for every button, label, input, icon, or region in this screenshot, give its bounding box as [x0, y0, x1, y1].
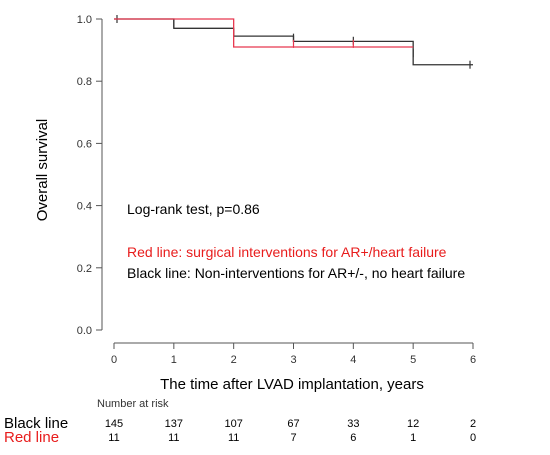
y-axis-label: Overall survival	[34, 119, 51, 222]
y-tick-label: 1.0	[77, 14, 92, 26]
y-tick-label: 0.8	[77, 76, 92, 88]
risk-cell: 137	[165, 418, 183, 430]
x-tick-label: 5	[410, 354, 416, 366]
x-tick-label: 4	[350, 354, 356, 366]
x-tick-label: 6	[470, 354, 476, 366]
risk-cell: 107	[224, 418, 242, 430]
y-tick-label: 0.2	[77, 263, 92, 275]
y-tick-label: 0.0	[77, 325, 92, 337]
risk-cell: 2	[470, 418, 476, 430]
x-tick-label: 3	[290, 354, 296, 366]
plot-data	[114, 15, 473, 69]
risk-cell: 67	[287, 418, 299, 430]
risk-cell: 33	[347, 418, 359, 430]
risk-cell: 1	[410, 432, 416, 444]
risk-table-title: Number at risk	[97, 398, 169, 410]
black-line-legend-text: Black line: Non-interventions for AR+/-,…	[127, 265, 465, 281]
axes: 0.0 0.2 0.4 0.6 0.8 1.0 0 1 2 3 4 5 6	[77, 14, 476, 366]
risk-cell: 6	[350, 432, 356, 444]
x-tick-label: 0	[111, 354, 117, 366]
risk-row-label: Black line	[4, 415, 68, 432]
x-tick-label: 2	[231, 354, 237, 366]
risk-row-label: Red line	[4, 429, 59, 446]
y-tick-label: 0.4	[77, 201, 92, 213]
red-line-curve	[114, 18, 414, 48]
y-tick-label: 0.6	[77, 138, 92, 150]
x-tick-label: 1	[171, 354, 177, 366]
risk-cell: 11	[108, 432, 119, 444]
risk-cell: 11	[228, 432, 239, 444]
risk-cell: 7	[290, 432, 296, 444]
risk-cell: 145	[105, 418, 123, 430]
red-line-legend-text: Red line: surgical interventions for AR+…	[127, 244, 447, 260]
risk-cell: 12	[407, 418, 419, 430]
logrank-annotation: Log-rank test, p=0.86	[127, 201, 260, 217]
risk-cell: 11	[168, 432, 179, 444]
x-axis-label: The time after LVAD implantation, years	[160, 376, 424, 393]
risk-cell: 0	[470, 432, 476, 444]
